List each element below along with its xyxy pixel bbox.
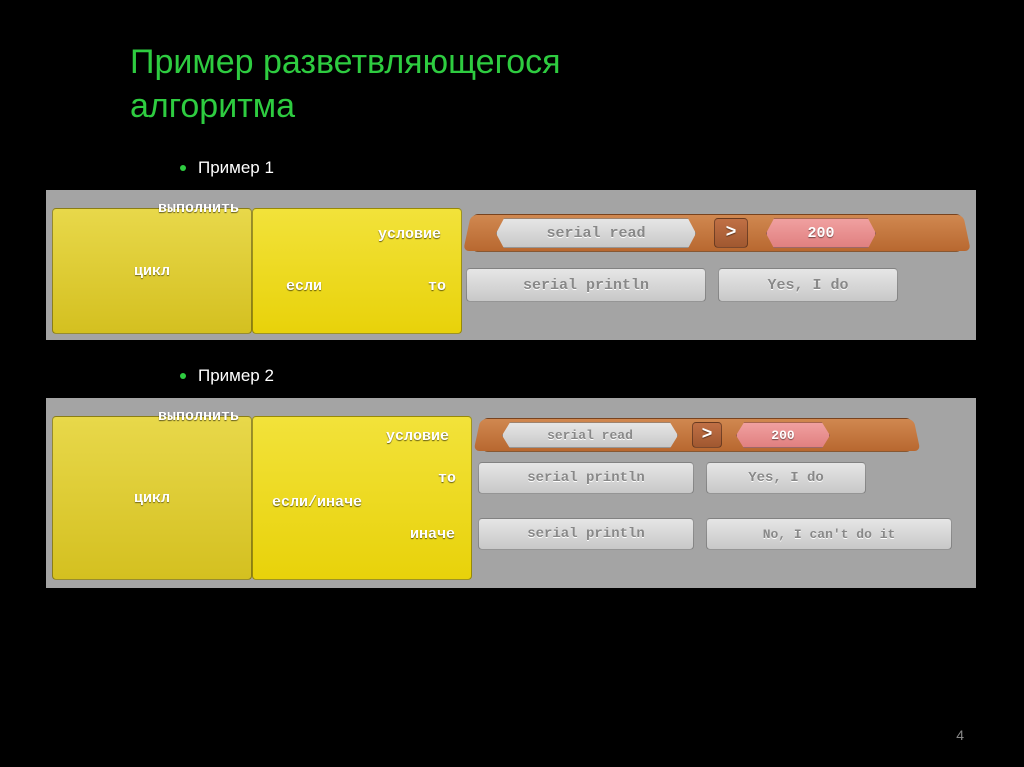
- execute-label-2: выполнить: [158, 408, 239, 425]
- serial-println-text: serial println: [523, 277, 649, 294]
- serial-read-text: serial read: [546, 225, 645, 242]
- serial-read-block-2[interactable]: serial read: [502, 422, 678, 448]
- cycle-label-2: цикл: [134, 490, 170, 507]
- no-text-block[interactable]: No, I can't do it: [706, 518, 952, 550]
- value-text-2: 200: [771, 428, 794, 443]
- yes-text: Yes, I do: [767, 277, 848, 294]
- yes-text-block[interactable]: Yes, I do: [718, 268, 898, 302]
- serial-println-text-2b: serial println: [527, 526, 645, 542]
- operator-block-2[interactable]: >: [692, 422, 722, 448]
- yes-text-2: Yes, I do: [748, 470, 824, 486]
- serial-read-text-2: serial read: [547, 428, 633, 443]
- else-label: иначе: [410, 526, 455, 543]
- cycle-block[interactable]: цикл: [52, 208, 252, 334]
- block-canvas-1: цикл выполнить если условие то serial re…: [46, 190, 976, 340]
- no-text: No, I can't do it: [763, 527, 896, 542]
- title-line-1: Пример разветвляющегося: [130, 43, 561, 81]
- cycle-block-2[interactable]: цикл: [52, 416, 252, 580]
- serial-println-block-2b[interactable]: serial println: [478, 518, 694, 550]
- serial-println-block[interactable]: serial println: [466, 268, 706, 302]
- yes-text-block-2[interactable]: Yes, I do: [706, 462, 866, 494]
- serial-println-block-2a[interactable]: serial println: [478, 462, 694, 494]
- if-else-label: если/иначе: [272, 494, 362, 511]
- then-label-2: то: [438, 470, 456, 487]
- slide: Пример разветвляющегося алгоритма Пример…: [40, 40, 984, 727]
- bullet-text-2: Пример 2: [198, 366, 274, 386]
- value-text: 200: [807, 225, 834, 242]
- bullet-example-2: Пример 2: [180, 366, 984, 386]
- if-label: если: [286, 278, 322, 295]
- bullet-example-1: Пример 1: [180, 158, 984, 178]
- then-label: то: [428, 278, 446, 295]
- value-block-2[interactable]: 200: [736, 422, 830, 448]
- operator-text-2: >: [702, 425, 713, 445]
- execute-label: выполнить: [158, 200, 239, 217]
- title-line-2: алгоритма: [130, 87, 295, 125]
- value-block[interactable]: 200: [766, 218, 876, 248]
- bullet-dot-icon: [180, 165, 186, 171]
- serial-println-text-2a: serial println: [527, 470, 645, 486]
- slide-title: Пример разветвляющегося алгоритма: [130, 40, 984, 128]
- block-canvas-2: цикл выполнить если/иначе условие то ина…: [46, 398, 976, 588]
- bullet-text-1: Пример 1: [198, 158, 274, 178]
- condition-label: условие: [378, 226, 441, 243]
- condition-label-2: условие: [386, 428, 449, 445]
- cycle-label: цикл: [134, 263, 170, 280]
- operator-block[interactable]: >: [714, 218, 748, 248]
- operator-text: >: [726, 223, 737, 243]
- page-number: 4: [956, 727, 964, 743]
- bullet-dot-icon: [180, 373, 186, 379]
- serial-read-block[interactable]: serial read: [496, 218, 696, 248]
